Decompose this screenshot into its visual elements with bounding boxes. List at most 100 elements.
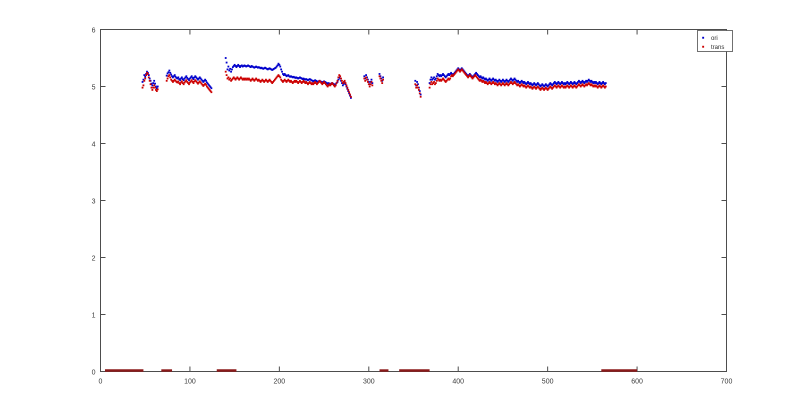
data-point (563, 82, 566, 84)
data-point (284, 79, 287, 82)
data-point (298, 81, 300, 83)
data-point (316, 83, 318, 86)
data-point (437, 78, 440, 81)
data-point (148, 79, 151, 82)
data-point (195, 76, 198, 79)
data-point (170, 78, 173, 81)
data-point (282, 81, 284, 83)
data-point (193, 80, 196, 83)
data-point (194, 79, 197, 82)
data-point (183, 77, 186, 80)
data-point (602, 81, 604, 83)
data-point (599, 82, 602, 84)
data-point (203, 79, 206, 82)
data-point (483, 81, 486, 83)
data-point (273, 79, 275, 82)
data-point (524, 82, 527, 84)
data-point (341, 79, 343, 82)
data-point (254, 66, 257, 69)
data-point (517, 79, 520, 82)
data-point (577, 84, 579, 87)
data-point (509, 82, 511, 84)
data-point (473, 75, 476, 78)
data-point (307, 82, 310, 84)
data-point (266, 68, 269, 71)
data-point (367, 83, 370, 86)
data-point (590, 79, 593, 82)
data-point (434, 83, 436, 86)
data-point (151, 84, 154, 87)
data-point (348, 92, 351, 95)
data-point (269, 79, 272, 82)
data-point (256, 79, 259, 82)
data-point (595, 85, 598, 88)
data-point (553, 82, 555, 84)
data-point (451, 73, 453, 75)
data-point (603, 83, 606, 86)
data-point (307, 83, 309, 86)
data-point (502, 82, 504, 84)
data-point (350, 95, 352, 98)
data-point (183, 81, 186, 84)
series-trans (141, 68, 607, 98)
data-point (198, 80, 201, 83)
data-point (458, 69, 461, 72)
x-tick-label: 0 (99, 379, 103, 386)
data-point (147, 74, 150, 76)
data-point (301, 81, 304, 83)
data-point (177, 76, 180, 79)
data-point (202, 85, 205, 87)
data-point (544, 83, 547, 86)
data-point (177, 80, 180, 83)
data-point (433, 76, 435, 79)
data-point (524, 85, 527, 88)
data-point (293, 79, 296, 82)
data-point (558, 82, 561, 84)
data-point (256, 78, 258, 81)
data-point (432, 77, 435, 80)
data-point (206, 82, 209, 85)
data-point (510, 78, 513, 81)
data-point (141, 81, 144, 83)
data-point (578, 81, 581, 83)
data-point (313, 79, 316, 82)
data-point (152, 82, 155, 84)
data-point (476, 76, 478, 79)
data-point (147, 76, 150, 79)
data-point (570, 82, 573, 84)
data-point (207, 87, 210, 90)
data-point (277, 74, 280, 76)
data-point (174, 75, 177, 78)
data-point (560, 82, 562, 84)
data-point (224, 70, 227, 73)
data-point (521, 81, 524, 83)
data-point (557, 81, 560, 83)
data-point (206, 86, 209, 89)
data-point (188, 79, 190, 82)
data-point (562, 83, 565, 86)
data-point (603, 86, 606, 89)
data-point (141, 86, 144, 89)
data-point (460, 68, 463, 71)
data-point (273, 78, 276, 81)
data-point (155, 85, 157, 88)
data-point (274, 66, 277, 69)
data-point (520, 83, 523, 86)
data-point (178, 78, 181, 80)
data-point (541, 86, 544, 89)
data-point (205, 83, 207, 86)
data-point (534, 86, 537, 89)
data-point (236, 76, 239, 79)
data-point (483, 77, 486, 80)
data-point (170, 73, 173, 76)
data-point (295, 79, 298, 82)
data-point (442, 77, 444, 80)
data-point (461, 69, 464, 72)
data-point (565, 82, 568, 84)
data-point (365, 76, 367, 79)
data-point (561, 84, 563, 87)
data-point (418, 92, 421, 95)
y-tick-label: 0 (92, 370, 96, 377)
legend[interactable]: ori trans (697, 30, 733, 52)
